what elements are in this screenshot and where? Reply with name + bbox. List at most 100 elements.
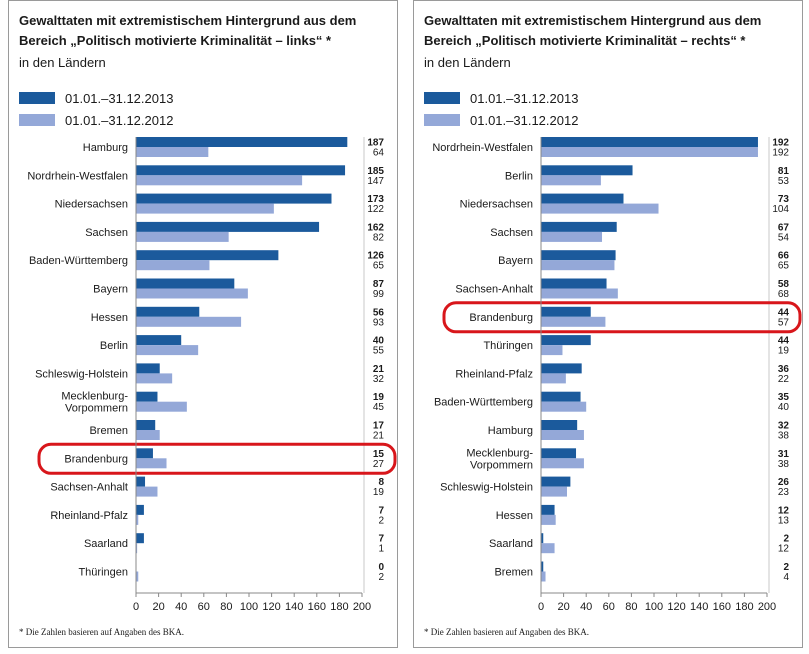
category-label-brandenburg: Brandenburg bbox=[469, 312, 533, 324]
value-label-2012-bayern: 99 bbox=[373, 289, 385, 300]
footnote: * Die Zahlen basieren auf Angaben des BK… bbox=[19, 627, 184, 637]
value-label-2012-schleswig-holstein: 32 bbox=[373, 374, 385, 385]
value-label-2012-berlin: 55 bbox=[373, 346, 385, 357]
bar-2012-bayern bbox=[136, 288, 248, 299]
x-tick-label-40: 40 bbox=[580, 601, 592, 613]
bar-2013-sachsen-anhalt bbox=[541, 278, 607, 289]
bar-2012-rheinland-pfalz bbox=[541, 373, 566, 384]
x-tick-label-60: 60 bbox=[603, 601, 615, 613]
category-label-nordrhein-westfalen: Nordrhein-Westfalen bbox=[27, 170, 128, 182]
value-label-2013-sachsen: 67 bbox=[778, 222, 790, 233]
category-label-hessen: Hessen bbox=[496, 510, 533, 522]
value-label-2013-mecklenburg-vorpommern: 19 bbox=[373, 392, 385, 403]
value-label-2013-nordrhein-westfalen: 185 bbox=[367, 166, 384, 177]
value-label-2012-hamburg: 64 bbox=[373, 148, 385, 159]
value-label-2013-bayern: 66 bbox=[778, 251, 790, 262]
value-label-2013-schleswig-holstein: 21 bbox=[373, 364, 385, 375]
value-label-2013-hessen: 56 bbox=[373, 307, 385, 318]
legend-label-2013: 01.01.–31.12.2013 bbox=[65, 90, 174, 106]
x-tick-label-140: 140 bbox=[690, 601, 708, 613]
bar-2013-sachsen bbox=[541, 221, 617, 232]
value-label-2013-rheinland-pfalz: 7 bbox=[378, 505, 384, 516]
value-label-2013-brandenburg: 15 bbox=[373, 449, 385, 460]
value-label-2013-hamburg: 187 bbox=[367, 138, 384, 149]
value-label-2012-baden-württemberg: 40 bbox=[778, 402, 790, 413]
legend-item-2012: 01.01.–31.12.2012 bbox=[19, 109, 173, 131]
value-label-2012-niedersachsen: 104 bbox=[772, 204, 789, 215]
x-tick-label-140: 140 bbox=[285, 601, 303, 613]
x-tick-label-180: 180 bbox=[330, 601, 348, 613]
legend-swatch-2013 bbox=[424, 92, 460, 104]
value-label-2013-thüringen: 44 bbox=[778, 336, 790, 347]
value-label-2013-baden-württemberg: 126 bbox=[367, 251, 384, 262]
bar-2013-hessen bbox=[541, 504, 555, 515]
legend-swatch-2012 bbox=[19, 114, 55, 126]
value-label-2012-sachsen-anhalt: 68 bbox=[778, 289, 790, 300]
bar-2012-baden-württemberg bbox=[541, 401, 587, 412]
highlight-ring-brandenburg bbox=[37, 442, 397, 475]
x-tick-label-80: 80 bbox=[625, 601, 637, 613]
x-tick-label-200: 200 bbox=[758, 601, 776, 613]
bar-2013-hamburg bbox=[541, 420, 578, 430]
bar-2013-schleswig-holstein bbox=[136, 363, 160, 374]
value-label-2013-saarland: 7 bbox=[378, 534, 384, 545]
x-tick-label-200: 200 bbox=[353, 601, 371, 613]
legend-label-2012: 01.01.–31.12.2012 bbox=[65, 112, 174, 128]
bar-2013-sachsen bbox=[136, 221, 320, 232]
bar-2012-baden-württemberg bbox=[136, 260, 210, 271]
value-label-2012-thüringen: 2 bbox=[378, 572, 384, 583]
bar-2013-bayern bbox=[541, 250, 616, 261]
category-label-schleswig-holstein: Schleswig-Holstein bbox=[35, 368, 128, 380]
bar-2013-rheinland-pfalz bbox=[541, 363, 582, 374]
bar-2012-hamburg bbox=[136, 147, 209, 157]
value-label-2013-bayern: 87 bbox=[373, 279, 385, 290]
bar-2012-saarland bbox=[136, 543, 138, 554]
chart-title: Gewalttaten mit extremistischem Hintergr… bbox=[19, 13, 357, 48]
category-label-rheinland-pfalz: Rheinland-Pfalz bbox=[50, 510, 128, 522]
legend-label-2013: 01.01.–31.12.2013 bbox=[470, 90, 579, 106]
bar-chart-links: 18764Hamburg185147Nordrhein-Westfalen173… bbox=[27, 137, 397, 613]
bar-2013-brandenburg bbox=[541, 306, 591, 317]
x-tick-label-60: 60 bbox=[198, 601, 210, 613]
legend: 01.01.–31.12.2013 01.01.–31.12.2012 bbox=[19, 87, 173, 131]
value-label-2012-hessen: 13 bbox=[778, 515, 790, 526]
bar-2012-thüringen bbox=[136, 571, 139, 582]
legend-item-2013: 01.01.–31.12.2013 bbox=[424, 87, 578, 109]
bar-2013-thüringen bbox=[541, 335, 591, 346]
x-tick-label-100: 100 bbox=[240, 601, 258, 613]
bar-2012-rheinland-pfalz bbox=[136, 514, 139, 525]
value-label-2012-sachsen: 82 bbox=[373, 232, 385, 243]
value-label-2013-niedersachsen: 173 bbox=[367, 194, 384, 205]
category-label-saarland: Saarland bbox=[489, 538, 533, 550]
category-label-bayern: Bayern bbox=[498, 255, 533, 267]
category-label-bremen: Bremen bbox=[89, 425, 128, 437]
legend-item-2012: 01.01.–31.12.2012 bbox=[424, 109, 578, 131]
bar-2012-nordrhein-westfalen bbox=[136, 175, 303, 186]
bar-2012-niedersachsen bbox=[136, 203, 274, 214]
bar-2012-saarland bbox=[541, 543, 555, 554]
value-label-2013-sachsen-anhalt: 58 bbox=[778, 279, 790, 290]
bar-2012-bremen bbox=[136, 430, 160, 440]
category-label-nordrhein-westfalen: Nordrhein-Westfalen bbox=[432, 142, 533, 154]
chart-title: Gewalttaten mit extremistischem Hintergr… bbox=[424, 13, 762, 48]
value-label-2012-saarland: 1 bbox=[378, 544, 384, 555]
bar-2012-thüringen bbox=[541, 345, 563, 356]
bar-2013-niedersachsen bbox=[136, 193, 332, 204]
footnote: * Die Zahlen basieren auf Angaben des BK… bbox=[424, 627, 589, 637]
category-label-rheinland-pfalz: Rheinland-Pfalz bbox=[455, 368, 533, 380]
